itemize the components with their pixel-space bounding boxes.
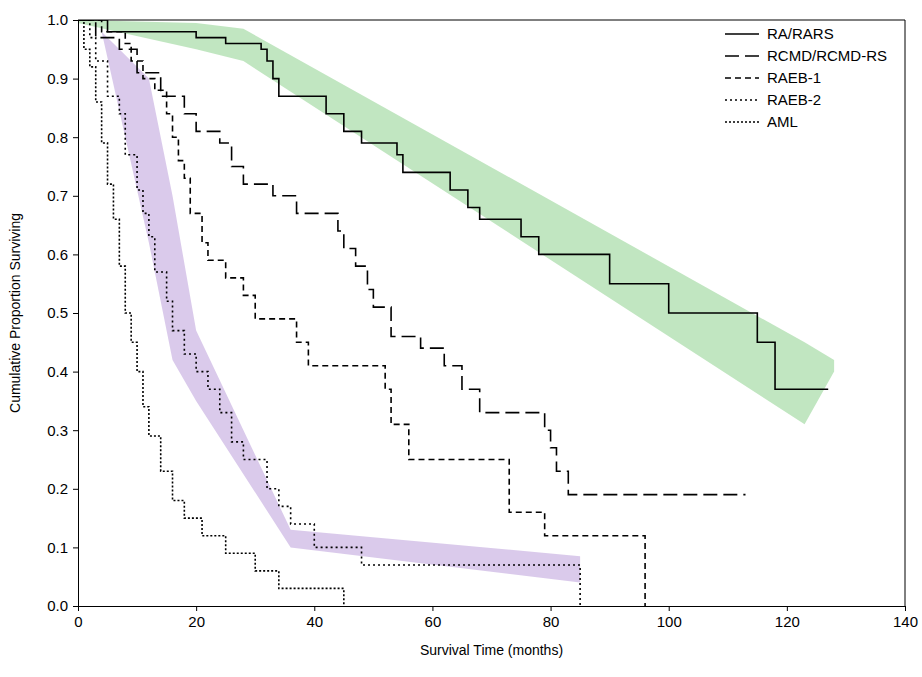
legend-swatch [725,99,759,101]
tick-mark [551,606,552,611]
axis-line [79,607,906,612]
tick-label: 0.6 [47,246,68,263]
legend-label: RCMD/RCMD-RS [767,47,887,64]
legend-swatch [725,121,759,123]
tick-mark [73,254,78,255]
tick-mark [73,430,78,431]
tick: 100 [657,606,682,630]
legend-label: RA/RARS [767,25,834,42]
tick-label: 0.5 [47,304,68,321]
legend-item: RAEB-2 [725,91,821,108]
tick: 0.8 [47,129,78,146]
tick-label: 0.7 [47,187,68,204]
tick-label: 100 [657,613,682,630]
tick: 1.0 [47,11,78,28]
tick-mark [73,489,78,490]
y-axis-title: Cumulative Proportion Surviving [7,213,23,413]
tick: 0.0 [47,597,78,614]
legend-item: AML [725,113,798,130]
tick-mark [73,313,78,314]
legend-label: RAEB-2 [767,91,821,108]
tick-mark [73,372,78,373]
tick: 0.2 [47,480,78,497]
tick-mark [73,196,78,197]
tick-mark [73,79,78,80]
tick: 0.5 [47,304,78,321]
tick: 20 [188,606,205,630]
tick-mark [787,606,788,611]
tick: 0.3 [47,422,78,439]
tick: 0.7 [47,187,78,204]
tick: 0 [74,606,82,630]
tick-mark [73,137,78,138]
tick: 0.1 [47,539,78,556]
series-line [78,20,580,606]
tick-mark [905,606,906,611]
tick-mark [669,606,670,611]
tick-label: 0.1 [47,539,68,556]
tick-label: 0.8 [47,129,68,146]
legend-label: RAEB-1 [767,69,821,86]
tick: 140 [893,606,918,630]
series-line [78,20,828,389]
tick-mark [73,20,78,21]
tick-label: 0.9 [47,70,68,87]
tick-mark [196,606,197,611]
legend-label: AML [767,113,798,130]
plot-background [78,20,905,606]
legend-swatch [725,55,759,57]
tick-label: 60 [425,613,442,630]
tick-label: 0.0 [47,597,68,614]
legend-item: RAEB-1 [725,69,821,86]
tick: 0.9 [47,70,78,87]
tick-label: 0.4 [47,363,68,380]
tick-label: 40 [306,613,323,630]
tick-label: 0.2 [47,480,68,497]
frame [905,20,906,606]
chart: 0204060801001201400.00.10.20.30.40.50.60… [0,0,922,677]
marks [78,20,834,606]
plot: 0204060801001201400.00.10.20.30.40.50.60… [47,11,918,629]
tick-label: 1.0 [47,11,68,28]
series-line [78,20,344,606]
axis-line [73,21,79,607]
tick-mark [73,547,78,548]
legend-item: RCMD/RCMD-RS [725,47,887,64]
y-axis: 0.0 0.1 0.2 0.3 0.4 0.5 0.6 0.7 0.8 0.9 1.0 [47,11,78,614]
tick-label: 0.3 [47,422,68,439]
tick-label: 20 [188,613,205,630]
legend-swatch [725,33,759,35]
tick-label: 0 [74,613,82,630]
tick-label: 120 [775,613,800,630]
tick: 80 [543,606,560,630]
tick: 0.6 [47,246,78,263]
tick-label: 140 [893,613,918,630]
x-axis: 0 20 40 60 80 100 120 140 [74,606,918,630]
tick: 60 [425,606,442,630]
tick: 0.4 [47,363,78,380]
tick-mark [432,606,433,611]
tick-mark [314,606,315,611]
legend: RA/RARS RCMD/RCMD-RS RAEB-1 RAEB-2 AML [725,25,887,130]
tick-mark [73,606,78,607]
x-axis-title: Survival Time (months) [420,642,563,658]
tick-label: 80 [543,613,560,630]
frame [78,20,905,21]
legend-item: RA/RARS [725,25,834,42]
series-line [78,20,746,495]
tick: 120 [775,606,800,630]
legend-swatch [725,77,759,79]
tick: 40 [306,606,323,630]
series-line [78,20,645,606]
